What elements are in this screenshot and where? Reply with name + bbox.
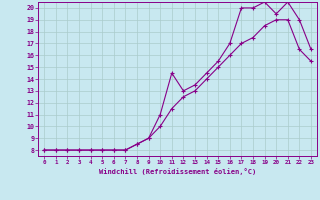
X-axis label: Windchill (Refroidissement éolien,°C): Windchill (Refroidissement éolien,°C) — [99, 168, 256, 175]
